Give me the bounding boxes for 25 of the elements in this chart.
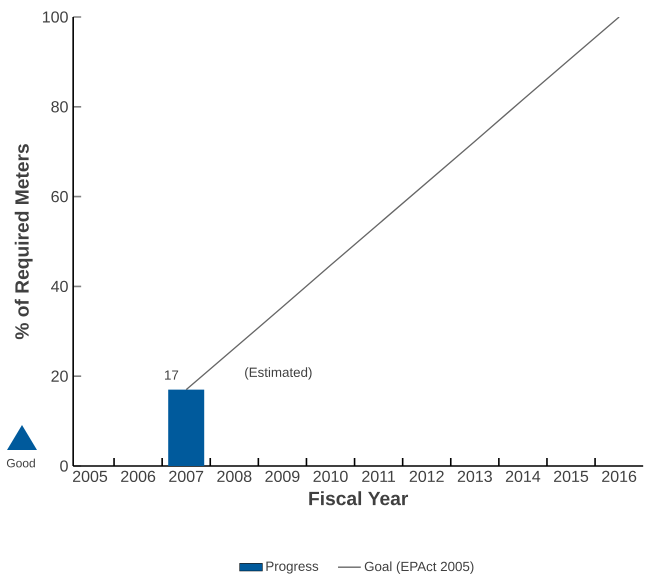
annotation: (Estimated) (245, 367, 312, 380)
x-tick-label: 2012 (410, 470, 444, 482)
x-tick-label: 2005 (73, 470, 108, 482)
x-axis-title: Fiscal Year (309, 491, 408, 506)
y-axis-title: % of Required Meters (14, 144, 33, 339)
legend-label: Progress (266, 561, 318, 574)
y-tick-label: 60 (51, 190, 68, 202)
x-tick-label: 2013 (458, 470, 492, 482)
x-tick-label: 2016 (602, 470, 636, 482)
x-tick-label: 2009 (265, 470, 300, 482)
x-tick-label: 2006 (121, 470, 156, 482)
x-tick-label: 2010 (314, 470, 348, 482)
y-tick-label: 20 (51, 370, 68, 382)
x-tick-label: 2014 (506, 470, 540, 482)
text: Good (6, 458, 35, 468)
y-tick-label: 40 (51, 280, 68, 292)
x-tick-label: 2015 (554, 470, 588, 482)
x-tick-label: 2008 (217, 470, 252, 482)
y-tick-label: 0 (60, 460, 68, 472)
y-tick-label: 100 (42, 11, 68, 22)
y-tick-label: 80 (51, 100, 68, 112)
x-tick-label: 2011 (362, 470, 396, 482)
data-label: 17 (165, 370, 178, 380)
legend-label: Goal (EPAct 2005) (364, 561, 474, 574)
x-tick-label: 2007 (169, 470, 204, 482)
